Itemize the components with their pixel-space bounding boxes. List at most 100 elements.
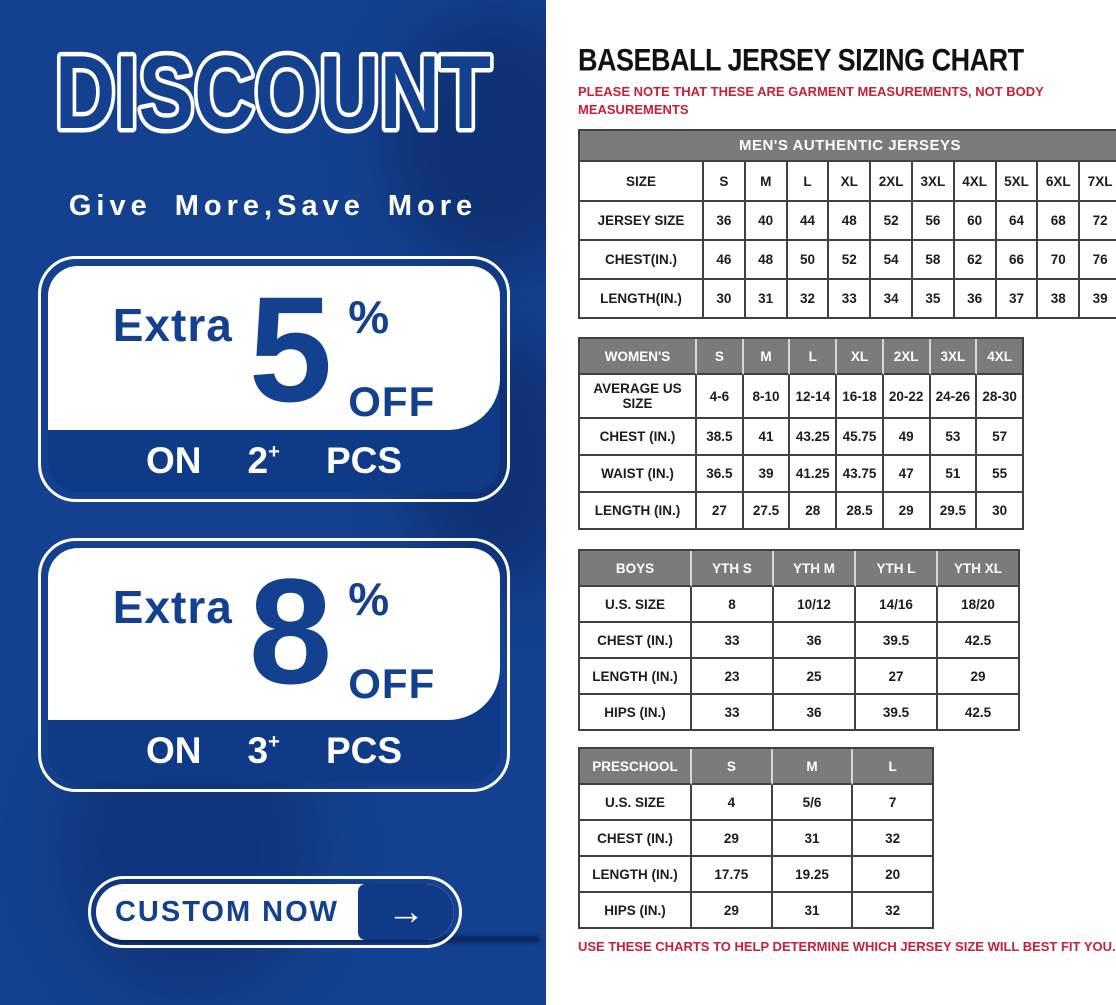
table-cell: 30 (704, 280, 746, 320)
table-cell: 58 (912, 241, 955, 281)
table-cell: 43.25 (790, 419, 838, 457)
offer-percent-value: 8 (248, 548, 333, 715)
table-cell: 33 (829, 280, 872, 320)
table-cell: 20-22 (883, 375, 931, 420)
promo-subtitle: Give More,Save More (68, 190, 478, 222)
row-label: LENGTH(IN.) (580, 280, 704, 320)
column-header: 3XL (930, 339, 978, 376)
table-cell: 5/6 (772, 785, 854, 822)
column-header: YTH XL (938, 551, 1020, 588)
offer-condition-bar: ON 2+ PCS (48, 430, 500, 492)
table-cell: 76 (1080, 241, 1116, 281)
table-cell: 53 (930, 419, 978, 457)
offer-card-8-percent: Extra 8 % OFF ON 3+ PCS (38, 538, 510, 792)
table-cell: 32 (853, 893, 934, 930)
column-header: M (745, 162, 788, 203)
table-cell: 39 (743, 456, 791, 494)
column-header: L (790, 339, 838, 376)
off-label: OFF (348, 378, 436, 425)
table-cell: 27.5 (743, 493, 791, 531)
table-cell: 40 (745, 202, 788, 242)
table-cell: 48 (745, 241, 788, 281)
table-cell: 27 (697, 493, 744, 531)
offer-quantity-number: 3 (247, 730, 269, 771)
row-label: CHEST (IN.) (580, 419, 697, 457)
table-cell: 33 (692, 623, 774, 660)
table-cell: 60 (954, 202, 997, 242)
table-cell: 29.5 (930, 493, 978, 531)
column-header: M (743, 339, 791, 376)
table-cell: 30 (977, 493, 1024, 531)
column-header: S (697, 339, 744, 376)
table-cell: 16-18 (837, 375, 884, 420)
table-cell: 4 (692, 785, 773, 822)
column-header: PRESCHOOL (580, 749, 692, 786)
table-cell: 19.25 (772, 857, 854, 894)
boys-sizing-table-wrap: BOYS YTH S YTH M YTH L YTH XL U.S. SIZE 8 10/12… (578, 549, 1116, 732)
table-cell: 18/20 (938, 587, 1020, 624)
column-header: 4XL (977, 339, 1024, 376)
table-cell: 36 (954, 280, 997, 320)
table-cell: 10/12 (774, 587, 856, 624)
table-cell: 39 (1080, 280, 1116, 320)
table-cell: 39.5 (856, 695, 938, 732)
offer-card-5-percent: Extra 5 % OFF ON 2+ PCS (38, 256, 510, 502)
preschool-sizing-table: PRESCHOOL S M L U.S. SIZE 4 5/6 7 CHEST (IN.) 29 3… (578, 747, 934, 930)
table-cell: 41.25 (790, 456, 838, 494)
table-cell: 4-6 (697, 375, 744, 420)
percent-sign: % (348, 291, 390, 343)
discount-promo-panel: DISCOUNT Give More,Save More Extra 5 % O… (0, 0, 546, 1005)
cta-arrow-box[interactable]: → (358, 884, 454, 940)
mens-table-banner: MEN'S AUTHENTIC JERSEYS (578, 129, 1116, 161)
table-cell: 14/16 (856, 587, 938, 624)
percent-sign: % (348, 573, 390, 625)
table-cell: 72 (1080, 202, 1116, 242)
off-label: OFF (348, 660, 436, 707)
column-header: 2XL (883, 339, 931, 376)
column-header: 6XL (1038, 162, 1081, 203)
table-cell: 7 (853, 785, 934, 822)
column-header: SIZE (580, 162, 704, 203)
column-header: YTH L (856, 551, 938, 588)
table-cell: 24-26 (930, 375, 978, 420)
column-header: BOYS (580, 551, 692, 588)
column-header: 7XL (1080, 162, 1116, 203)
column-header: YTH M (774, 551, 856, 588)
table-cell: 51 (930, 456, 978, 494)
mens-sizing-table: SIZE S M L XL 2XL 3XL 4XL 5XL 6XL 7XL JERSEY SIZE 36… (578, 160, 1116, 320)
offer-quantity: 3+ (247, 730, 279, 772)
table-cell: 28 (790, 493, 838, 531)
column-header: XL (829, 162, 872, 203)
table-cell: 46 (704, 241, 746, 281)
custom-now-button[interactable]: CUSTOM NOW → (88, 876, 462, 948)
table-cell: 56 (912, 202, 955, 242)
on-label: ON (145, 730, 202, 771)
table-cell: 62 (954, 241, 997, 281)
table-cell: 38 (1038, 280, 1081, 320)
table-cell: 23 (692, 659, 774, 696)
table-cell: 68 (1038, 202, 1081, 242)
column-header: YTH S (692, 551, 774, 588)
plus-sign: + (268, 730, 280, 753)
table-cell: 36.5 (697, 456, 744, 494)
row-label: CHEST (IN.) (580, 623, 692, 660)
column-header: 4XL (954, 162, 997, 203)
table-cell: 37 (996, 280, 1039, 320)
row-label: CHEST (IN.) (580, 821, 692, 858)
table-cell: 57 (977, 419, 1024, 457)
table-cell: 45.75 (837, 419, 884, 457)
boys-sizing-table: BOYS YTH S YTH M YTH L YTH XL U.S. SIZE 8 10/12… (578, 549, 1020, 732)
table-cell: 31 (772, 893, 854, 930)
table-cell: 70 (1038, 241, 1081, 281)
row-label: JERSEY SIZE (580, 202, 704, 242)
table-cell: 32 (787, 280, 830, 320)
sizing-chart-title-text: BASEBALL JERSEY SIZING CHART (578, 42, 1024, 78)
table-cell: 35 (912, 280, 955, 320)
table-cell: 36 (774, 623, 856, 660)
row-label: U.S. SIZE (580, 785, 692, 822)
offer-prefix: Extra (112, 581, 233, 633)
sizing-chart-title: BASEBALL JERSEY SIZING CHART (578, 42, 1116, 78)
table-cell: 42.5 (938, 695, 1020, 732)
table-cell: 8-10 (743, 375, 791, 420)
table-cell: 29 (692, 821, 773, 858)
